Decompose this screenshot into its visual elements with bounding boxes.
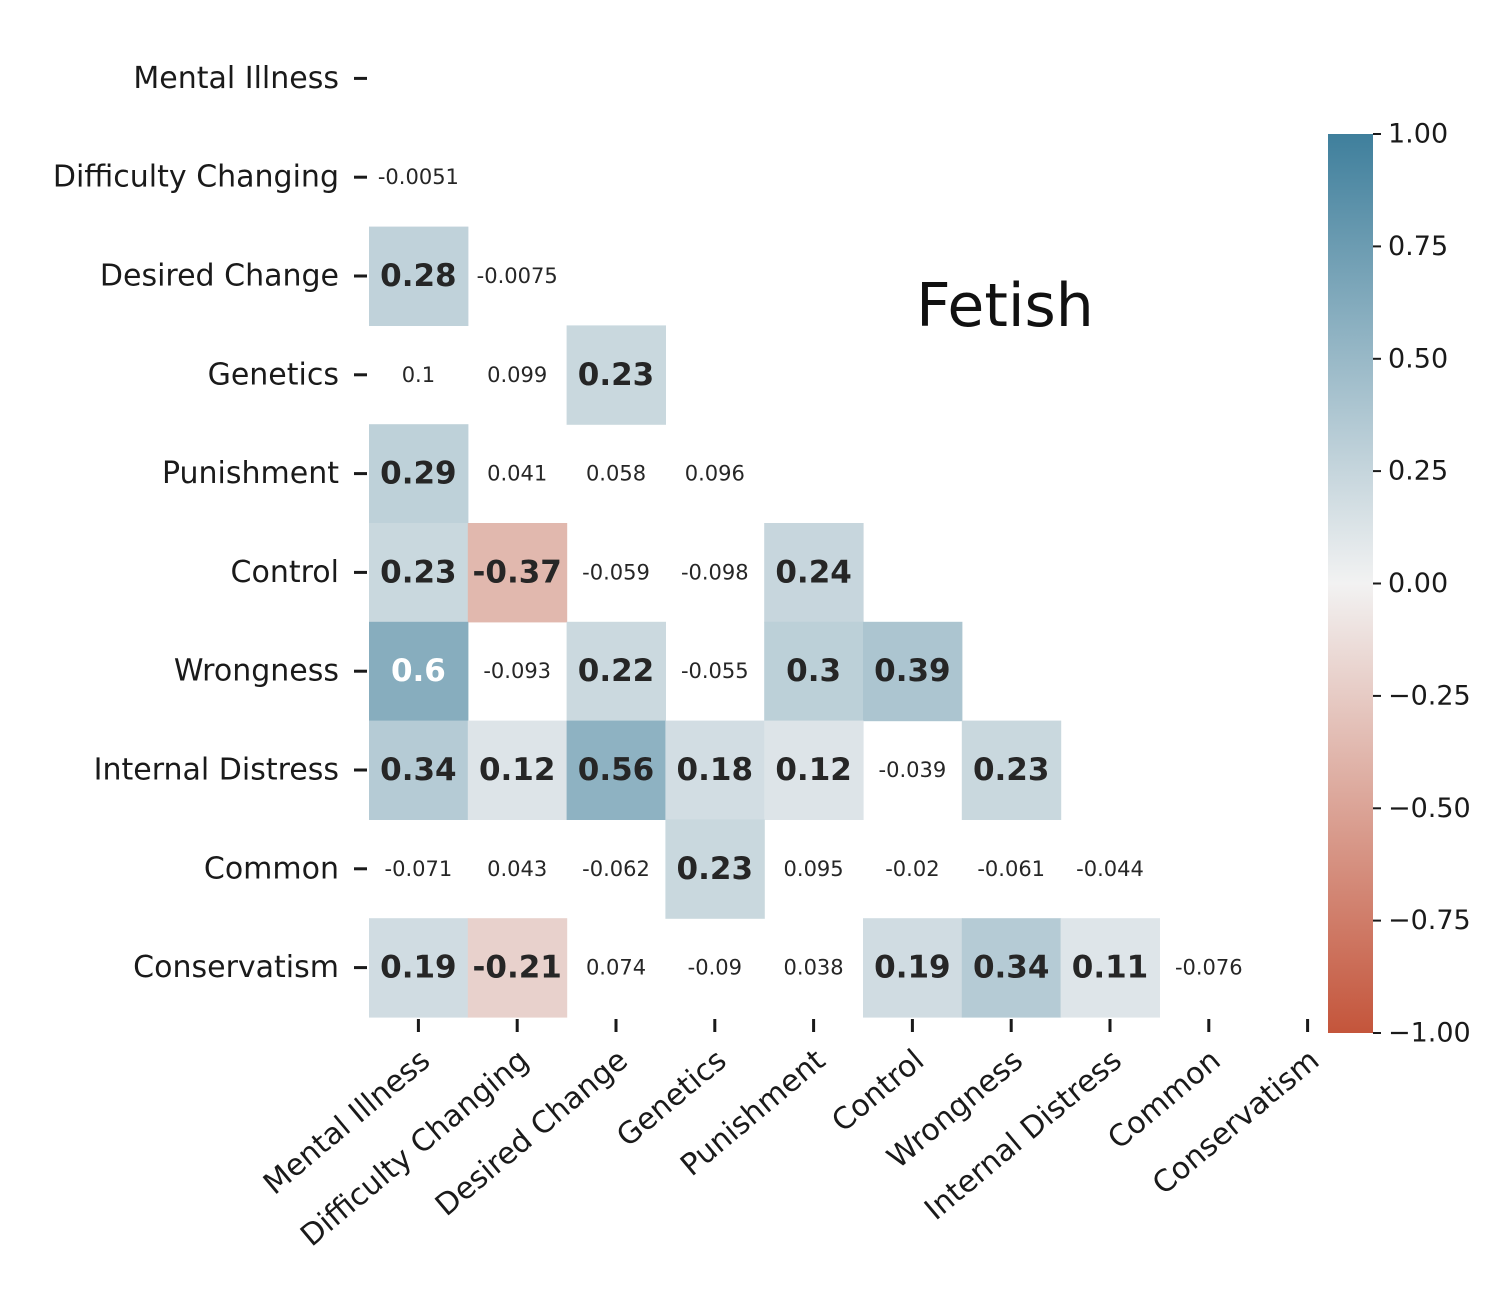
- cell-control-desired-change-label: -0.059: [582, 560, 650, 584]
- cell-conservatism-genetics-label: -0.09: [688, 956, 742, 980]
- cell-common-desired-change-label: -0.062: [582, 857, 650, 881]
- colorbar-tick-label: 0.75: [1388, 231, 1448, 262]
- row-label-conservatism: Conservatism: [133, 950, 339, 985]
- cell-genetics-desired-change-label: 0.23: [578, 357, 655, 393]
- cell-common-punishment-label: 0.095: [784, 857, 844, 881]
- cell-genetics-desired-change-fill: [566, 325, 666, 425]
- colorbar-tick-label: −1.00: [1388, 1018, 1471, 1049]
- cell-control-difficulty-changing-fill: [467, 523, 568, 623]
- cell-punishment-difficulty-changing-label: 0.041: [487, 462, 547, 486]
- cell-wrongness-punishment-fill: [764, 621, 864, 722]
- cell-desired-change-mental-illness-fill: [369, 226, 469, 326]
- colorbar-gradient: [1328, 134, 1373, 1033]
- cell-internal-distress-mental-illness-label: 0.34: [380, 752, 457, 788]
- col-label-conservatism: Conservatism: [1146, 1043, 1326, 1202]
- cell-wrongness-desired-change-label: 0.22: [578, 653, 655, 689]
- cell-internal-distress-wrongness-label: 0.23: [973, 752, 1050, 788]
- cell-internal-distress-genetics-label: 0.18: [677, 752, 754, 788]
- cell-wrongness-desired-change-fill: [566, 621, 666, 722]
- cell-internal-distress-desired-change-label: 0.56: [578, 752, 655, 788]
- cell-desired-change-difficulty-changing-label: -0.0075: [477, 264, 558, 288]
- row-label-mental-illness: Mental Illness: [133, 61, 339, 96]
- cell-wrongness-mental-illness-label: 0.6: [391, 653, 446, 689]
- heatmap-cells: -0.0051 0.28 -0.0075 0.1 0.099 0.23 0.29 0.041 0…: [369, 165, 1243, 1018]
- row-label-control: Control: [231, 555, 339, 590]
- colorbar-tick-label: −0.75: [1388, 905, 1471, 936]
- cell-internal-distress-genetics-fill: [665, 720, 765, 820]
- col-label-mental-illness: Mental Illness: [257, 1043, 437, 1202]
- cell-desired-change-mental-illness-label: 0.28: [380, 258, 457, 294]
- cell-common-genetics-fill: [665, 819, 765, 919]
- cell-common-control-label: -0.02: [885, 857, 939, 881]
- row-label-punishment: Punishment: [162, 456, 339, 491]
- cell-conservatism-control-label: 0.19: [874, 950, 951, 986]
- cell-control-punishment-fill: [764, 523, 864, 623]
- cell-conservatism-common-label: -0.076: [1175, 956, 1243, 980]
- cell-conservatism-internal-distress-label: 0.11: [1072, 950, 1149, 986]
- row-label-internal-distress: Internal Distress: [94, 753, 339, 788]
- cell-conservatism-wrongness-label: 0.34: [973, 950, 1050, 986]
- cell-punishment-desired-change-label: 0.058: [586, 462, 646, 486]
- cell-genetics-mental-illness-label: 0.1: [402, 363, 435, 387]
- row-label-wrongness: Wrongness: [174, 654, 339, 689]
- cell-conservatism-internal-distress-fill: [1060, 918, 1160, 1018]
- cell-difficulty-changing-mental-illness-label: -0.0051: [378, 165, 459, 189]
- cell-genetics-difficulty-changing-label: 0.099: [487, 363, 547, 387]
- row-label-common: Common: [204, 851, 339, 886]
- cell-punishment-genetics-label: 0.096: [685, 462, 745, 486]
- cell-control-difficulty-changing-label: -0.37: [473, 554, 562, 590]
- cell-conservatism-difficulty-changing-fill: [467, 918, 568, 1018]
- cell-internal-distress-wrongness-fill: [961, 720, 1062, 820]
- cell-common-mental-illness-label: -0.071: [385, 857, 453, 881]
- cell-internal-distress-desired-change-fill: [566, 720, 666, 820]
- cell-control-mental-illness-label: 0.23: [380, 554, 457, 590]
- cell-internal-distress-punishment-label: 0.12: [775, 752, 852, 788]
- cell-conservatism-wrongness-fill: [961, 918, 1062, 1018]
- cell-wrongness-genetics-label: -0.055: [681, 659, 749, 683]
- cell-wrongness-control-label: 0.39: [874, 653, 951, 689]
- cell-conservatism-mental-illness-fill: [369, 918, 469, 1018]
- cell-punishment-mental-illness-fill: [369, 424, 469, 524]
- colorbar-tick-label: 1.00: [1388, 119, 1448, 150]
- chart-title: Fetish: [916, 271, 1094, 341]
- cell-wrongness-difficulty-changing-label: -0.093: [483, 659, 551, 683]
- cell-wrongness-punishment-label: 0.3: [786, 653, 841, 689]
- cell-control-genetics-label: -0.098: [681, 560, 749, 584]
- cell-common-wrongness-label: -0.061: [977, 857, 1045, 881]
- cell-common-difficulty-changing-label: 0.043: [487, 857, 547, 881]
- cell-internal-distress-difficulty-changing-label: 0.12: [479, 752, 556, 788]
- cell-conservatism-mental-illness-label: 0.19: [380, 950, 457, 986]
- colorbar-tick-label: 0.50: [1388, 343, 1448, 374]
- row-label-desired-change: Desired Change: [100, 259, 339, 294]
- cell-conservatism-punishment-label: 0.038: [784, 956, 844, 980]
- colorbar: 1.00 0.75 0.50 0.25 0.00 −0.25 −0.50 −0.75 −1.00: [1328, 119, 1471, 1049]
- cell-common-genetics-label: 0.23: [677, 851, 754, 887]
- cell-wrongness-mental-illness-fill: [369, 621, 469, 722]
- colorbar-tick-label: 0.00: [1388, 568, 1448, 599]
- cell-conservatism-desired-change-label: 0.074: [586, 956, 646, 980]
- cell-punishment-mental-illness-label: 0.29: [380, 456, 457, 492]
- colorbar-tick-label: 0.25: [1388, 456, 1448, 487]
- row-labels: Mental Illness Difficulty Changing Desired…: [53, 61, 367, 985]
- colorbar-tick-label: −0.25: [1388, 680, 1471, 711]
- cell-internal-distress-difficulty-changing-fill: [467, 720, 568, 820]
- cell-common-internal-distress-label: -0.044: [1076, 857, 1144, 881]
- cell-internal-distress-mental-illness-fill: [369, 720, 469, 820]
- row-label-difficulty-changing: Difficulty Changing: [53, 160, 339, 195]
- cell-internal-distress-punishment-fill: [764, 720, 864, 820]
- cell-conservatism-difficulty-changing-label: -0.21: [473, 950, 562, 986]
- cell-control-punishment-label: 0.24: [775, 554, 852, 590]
- cell-conservatism-control-fill: [863, 918, 963, 1018]
- cell-wrongness-control-fill: [863, 621, 963, 722]
- row-label-genetics: Genetics: [208, 357, 339, 392]
- cell-control-mental-illness-fill: [369, 523, 469, 623]
- colorbar-tick-label: −0.50: [1388, 793, 1471, 824]
- cell-internal-distress-control-label: -0.039: [879, 758, 947, 782]
